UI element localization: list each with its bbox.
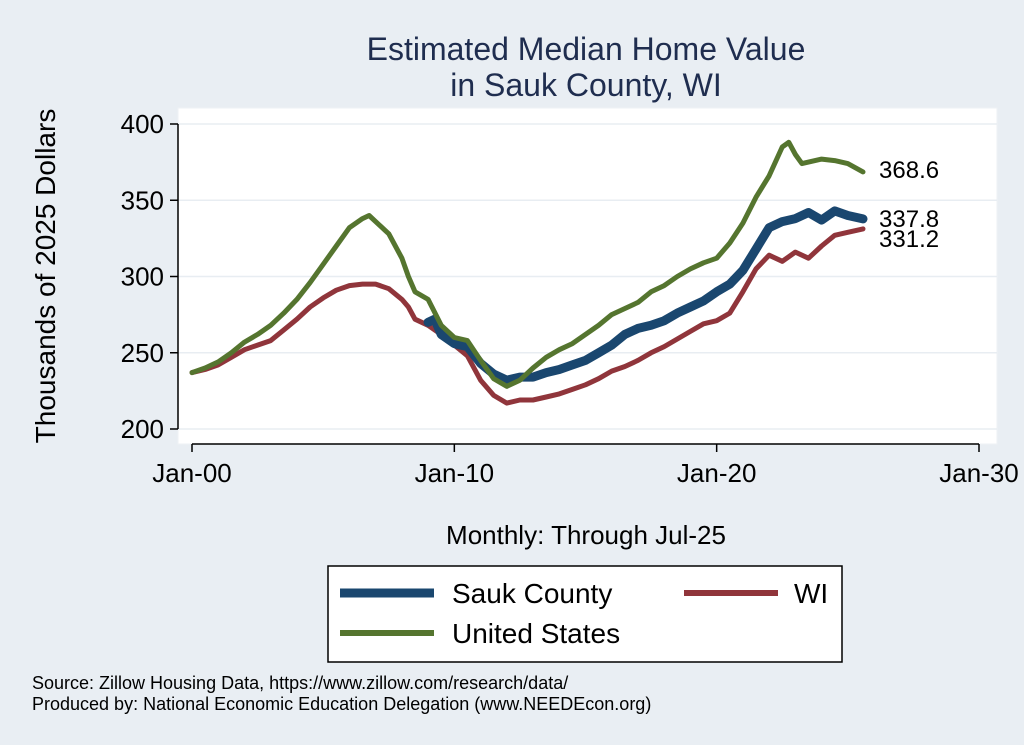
y-tick-label: 200 [121,414,164,444]
series-lines [189,139,868,406]
legend-label-wi: WI [794,578,828,609]
legend-box [327,565,843,663]
x-tick-label: Jan-20 [677,458,757,488]
y-axis-title: Thousands of 2025 Dollars [30,109,61,444]
source-note: Source: Zillow Housing Data, https://www… [32,673,568,693]
x-tick-label: Jan-10 [415,458,495,488]
y-tick-label: 250 [121,338,164,368]
chart-title-line-1: Estimated Median Home Value [367,31,806,67]
end-label-wi: 331.2 [879,226,939,253]
series-line-wi [189,226,866,406]
chart-title-line-2: in Sauk County, WI [450,67,722,103]
legend: Sauk County WI United States [327,565,843,663]
legend-label-us: United States [452,618,620,649]
end-label-us: 368.6 [879,157,939,184]
x-axis-title: Monthly: Through Jul-25 [446,520,726,550]
end-label-sauk: 337.8 [879,206,939,233]
y-tick-label: 300 [121,262,164,292]
x-tick-label: Jan-30 [939,458,1019,488]
series-line-us [189,139,866,389]
legend-label-sauk: Sauk County [452,578,612,609]
x-tick-label: Jan-00 [152,458,232,488]
axes: 200 250 300 350 400 Jan-00 Jan-10 Jan-20 Jan-30 [121,109,1019,488]
y-tick-label: 400 [121,109,164,139]
y-tick-label: 350 [121,185,164,215]
producer-note: Produced by: National Economic Education… [32,694,651,714]
